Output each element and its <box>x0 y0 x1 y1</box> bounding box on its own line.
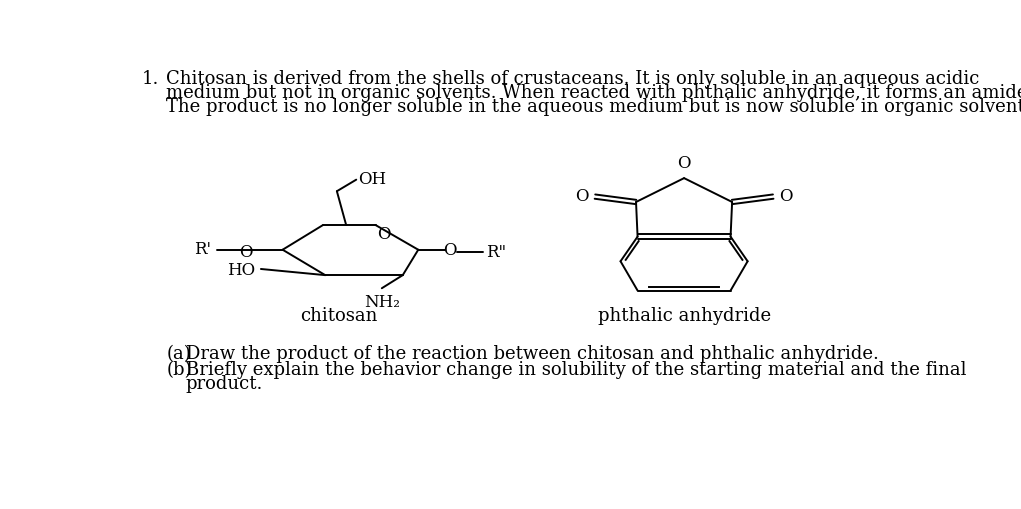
Text: R": R" <box>486 243 506 261</box>
Text: 1.: 1. <box>142 70 159 89</box>
Text: medium but not in organic solvents. When reacted with phthalic anhydride, it for: medium but not in organic solvents. When… <box>166 84 1021 102</box>
Text: OH: OH <box>358 171 387 188</box>
Text: chitosan: chitosan <box>300 307 377 325</box>
Text: O: O <box>575 188 589 205</box>
Text: The product is no longer soluble in the aqueous medium but is now soluble in org: The product is no longer soluble in the … <box>166 98 1021 116</box>
Text: R': R' <box>194 241 211 258</box>
Text: O: O <box>239 243 252 261</box>
Text: product.: product. <box>186 375 263 393</box>
Text: phthalic anhydride: phthalic anhydride <box>597 307 771 325</box>
Text: Briefly explain the behavior change in solubility of the starting material and t: Briefly explain the behavior change in s… <box>186 360 966 379</box>
Text: HO: HO <box>228 262 255 279</box>
Text: O: O <box>779 188 793 205</box>
Text: Draw the product of the reaction between chitosan and phthalic anhydride.: Draw the product of the reaction between… <box>186 345 879 363</box>
Text: NH₂: NH₂ <box>363 294 400 310</box>
Text: (a): (a) <box>166 345 191 363</box>
Text: O: O <box>677 155 691 172</box>
Text: Chitosan is derived from the shells of crustaceans. It is only soluble in an aqu: Chitosan is derived from the shells of c… <box>166 70 980 89</box>
Text: O: O <box>443 242 456 259</box>
Text: O: O <box>377 226 390 243</box>
Text: (b): (b) <box>166 360 192 379</box>
